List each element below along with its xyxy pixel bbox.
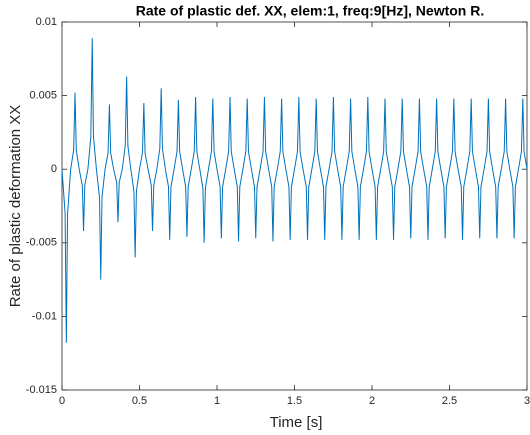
chart-title: Rate of plastic def. XX, elem:1, freq:9[… — [136, 3, 485, 19]
x-tick-label: 2.5 — [442, 395, 457, 407]
x-tick-label: 1 — [214, 395, 220, 407]
y-tick-label: -0.01 — [32, 310, 57, 322]
y-axis-label: Rate of plastic deformation XX — [7, 105, 24, 308]
x-tick-label: 0.5 — [132, 395, 147, 407]
x-tick-label: 1.5 — [287, 395, 302, 407]
y-tick-label: 0.01 — [36, 16, 57, 28]
y-tick-label: -0.015 — [26, 384, 57, 396]
y-tick-label: -0.005 — [26, 237, 57, 249]
x-axis-label: Time [s] — [270, 414, 323, 431]
y-tick-label: 0 — [51, 163, 57, 175]
x-tick-label: 2 — [369, 395, 375, 407]
y-tick-label: 0.005 — [29, 90, 57, 102]
data-line — [61, 38, 528, 343]
x-tick-label: 0 — [59, 395, 65, 407]
x-tick-label: 3 — [524, 395, 530, 407]
